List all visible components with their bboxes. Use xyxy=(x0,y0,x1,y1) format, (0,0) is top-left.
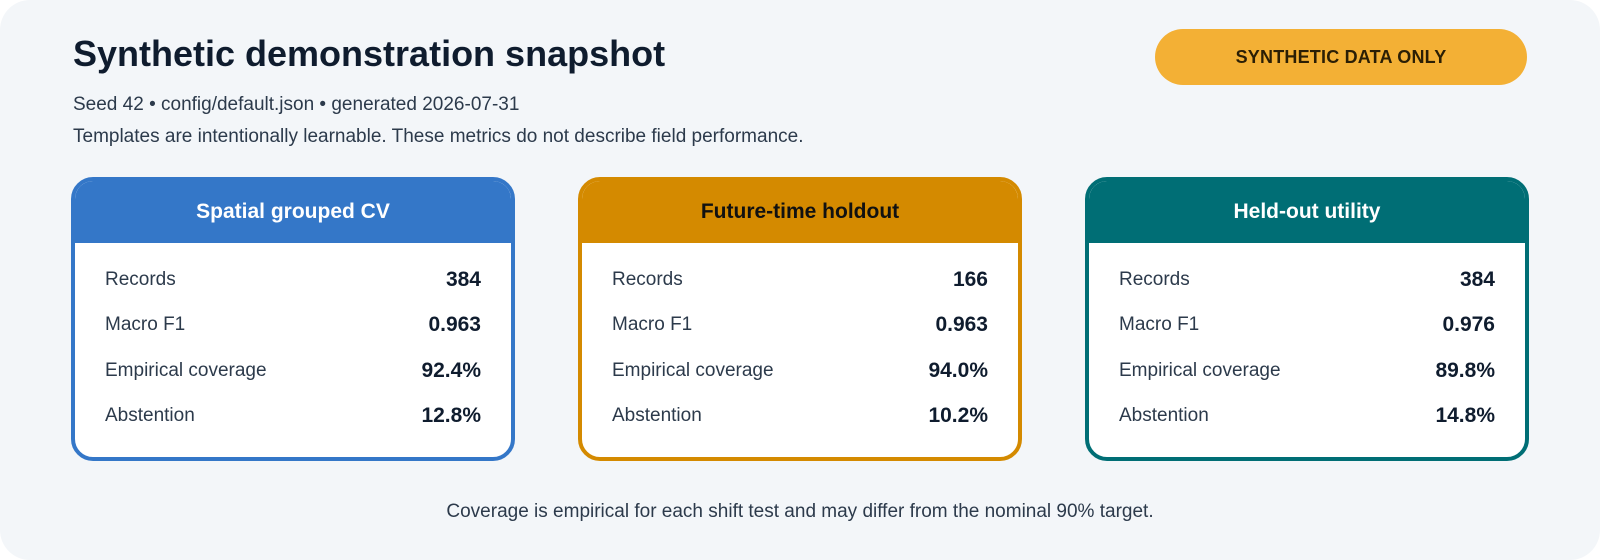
metric-row-macro-f1: Macro F1 0.963 xyxy=(105,303,481,349)
metric-value: 384 xyxy=(1459,267,1495,291)
metric-row-macro-f1: Macro F1 0.963 xyxy=(612,303,988,349)
metric-value: 12.8% xyxy=(421,404,481,428)
card-metrics: Records 384 Macro F1 0.976 Empirical cov… xyxy=(1089,243,1525,439)
metric-row-abstention: Abstention 14.8% xyxy=(1119,394,1495,440)
metric-row-macro-f1: Macro F1 0.976 xyxy=(1119,303,1495,349)
card-metrics: Records 166 Macro F1 0.963 Empirical cov… xyxy=(582,243,1018,439)
metric-value: 14.8% xyxy=(1435,404,1495,428)
metric-label: Macro F1 xyxy=(105,314,186,336)
metric-value: 89.8% xyxy=(1435,358,1495,382)
card-title: Future-time holdout xyxy=(582,181,1018,243)
metric-label: Records xyxy=(612,268,683,290)
card-metrics: Records 384 Macro F1 0.963 Empirical cov… xyxy=(75,243,511,439)
metric-label: Records xyxy=(105,268,176,290)
metric-value: 0.963 xyxy=(935,313,988,337)
metric-label: Abstention xyxy=(105,405,195,427)
metric-label: Macro F1 xyxy=(612,314,693,336)
card-title: Held-out utility xyxy=(1089,181,1525,243)
metric-label: Empirical coverage xyxy=(1119,359,1281,381)
metric-label: Records xyxy=(1119,268,1190,290)
metric-row-coverage: Empirical coverage 94.0% xyxy=(612,348,988,394)
metric-value: 0.963 xyxy=(428,313,481,337)
metric-row-records: Records 384 xyxy=(105,257,481,303)
metric-label: Abstention xyxy=(612,405,702,427)
metric-card-spatial: Spatial grouped CV Records 384 Macro F1 … xyxy=(71,177,515,461)
metric-label: Macro F1 xyxy=(1119,314,1200,336)
metric-card-future-time: Future-time holdout Records 166 Macro F1… xyxy=(578,177,1022,461)
metric-value: 92.4% xyxy=(421,358,481,382)
metric-label: Empirical coverage xyxy=(612,359,774,381)
metric-label: Abstention xyxy=(1119,405,1209,427)
metric-value: 94.0% xyxy=(928,358,988,382)
metric-row-coverage: Empirical coverage 92.4% xyxy=(105,348,481,394)
run-meta-line: Seed 42 • config/default.json • generate… xyxy=(73,94,520,115)
metric-row-coverage: Empirical coverage 89.8% xyxy=(1119,348,1495,394)
metric-card-held-out-utility: Held-out utility Records 384 Macro F1 0.… xyxy=(1085,177,1529,461)
card-title: Spatial grouped CV xyxy=(75,181,511,243)
metric-row-abstention: Abstention 10.2% xyxy=(612,394,988,440)
page-title: Synthetic demonstration snapshot xyxy=(73,33,666,74)
metric-value: 166 xyxy=(952,267,988,291)
metric-row-records: Records 384 xyxy=(1119,257,1495,303)
metric-value: 10.2% xyxy=(928,404,988,428)
synthetic-data-badge: SYNTHETIC DATA ONLY xyxy=(1155,29,1527,85)
metric-value: 0.976 xyxy=(1442,313,1495,337)
metric-value: 384 xyxy=(445,267,481,291)
metric-row-records: Records 166 xyxy=(612,257,988,303)
metric-row-abstention: Abstention 12.8% xyxy=(105,394,481,440)
coverage-footnote: Coverage is empirical for each shift tes… xyxy=(446,501,1154,522)
disclaimer-text: Templates are intentionally learnable. T… xyxy=(73,126,804,147)
metric-label: Empirical coverage xyxy=(105,359,267,381)
